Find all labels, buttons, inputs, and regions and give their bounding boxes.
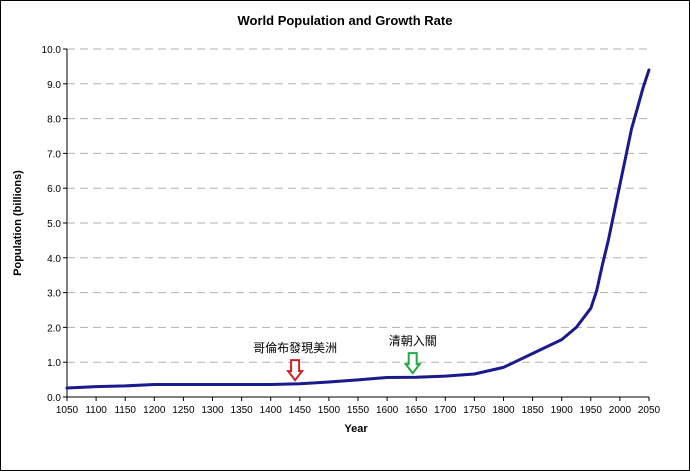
x-tick-labels: 1050 1100 1150 1200 1250 1300 1350 1400 1450 1500… [56,397,661,416]
y-tick-label: 1.0 [47,358,61,369]
population-series-line [65,68,651,390]
y-tick-label: 8.0 [47,115,61,126]
x-tick-label: 1200 [143,405,166,416]
x-tick-label: 2050 [638,405,661,416]
y-tick-label: 2.0 [47,323,61,334]
series-layer [65,68,651,390]
y-tick-label: 6.0 [47,184,61,195]
y-tick-label: 9.0 [47,80,61,91]
chart-title: World Population and Growth Rate [238,13,453,28]
x-tick-label: 2000 [609,405,632,416]
x-tick-label: 1850 [521,405,544,416]
x-tick-label: 1150 [114,405,136,416]
x-tick-label: 1800 [492,405,515,416]
y-tick-label: 4.0 [47,254,61,265]
x-tick-label: 1350 [230,405,253,416]
annotation-label: 哥倫布發現美洲 [253,340,337,355]
x-tick-label: 1950 [580,405,603,416]
grid-layer [67,48,649,363]
annotation-arrow [286,359,305,382]
x-tick-label: 1050 [56,405,79,416]
x-tick-label: 1500 [318,405,341,416]
y-tick-label: 5.0 [47,219,61,230]
y-tick-label: 10.0 [42,45,62,56]
y-axis-title: Population (billions) [12,170,24,276]
x-tick-label: 1900 [551,405,574,416]
x-tick-label: 1100 [85,405,107,416]
y-tick-label: 7.0 [47,149,61,160]
x-tick-label: 1450 [289,405,312,416]
x-tick-label: 1750 [463,405,486,416]
x-tick-label: 1300 [201,405,224,416]
annotation-label: 清朝入關 [389,334,437,348]
x-tick-label: 1600 [376,405,399,416]
x-tick-label: 1550 [347,405,370,416]
x-axis-title: Year [344,423,368,435]
x-tick-label: 1250 [172,405,195,416]
x-tick-label: 1650 [405,405,428,416]
y-tick-label: 0.0 [47,393,61,404]
x-tick-label: 1400 [260,405,283,416]
x-tick-label: 1700 [434,405,457,416]
y-tick-label: 3.0 [47,289,61,300]
y-tick-labels: 0.0 1.0 2.0 3.0 4.0 5.0 6.0 7.0 8.0 9.0 10.0 [42,45,67,404]
annotation-layer: 哥倫布發現美洲 清朝入關 [253,334,437,382]
annotation-arrow [403,352,422,375]
